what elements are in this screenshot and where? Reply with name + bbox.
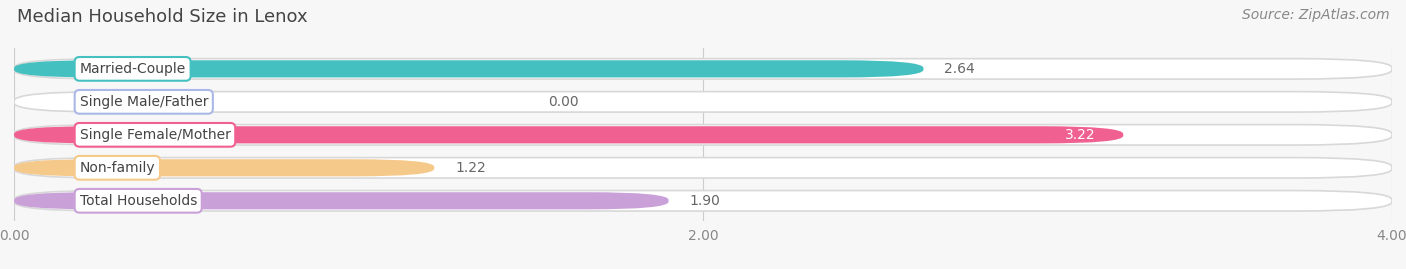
- FancyBboxPatch shape: [14, 159, 434, 176]
- FancyBboxPatch shape: [14, 126, 1123, 143]
- FancyBboxPatch shape: [14, 158, 1392, 178]
- FancyBboxPatch shape: [14, 125, 1392, 145]
- FancyBboxPatch shape: [14, 190, 1392, 211]
- Text: 2.64: 2.64: [945, 62, 974, 76]
- Text: Single Female/Mother: Single Female/Mother: [80, 128, 231, 142]
- Text: Married-Couple: Married-Couple: [80, 62, 186, 76]
- FancyBboxPatch shape: [14, 192, 669, 209]
- Text: Non-family: Non-family: [80, 161, 155, 175]
- Text: 0.00: 0.00: [548, 95, 579, 109]
- Text: 3.22: 3.22: [1066, 128, 1095, 142]
- Text: 1.22: 1.22: [456, 161, 485, 175]
- FancyBboxPatch shape: [14, 59, 1392, 79]
- FancyBboxPatch shape: [14, 60, 924, 77]
- Text: Median Household Size in Lenox: Median Household Size in Lenox: [17, 8, 308, 26]
- Text: Total Households: Total Households: [80, 194, 197, 208]
- Text: Single Male/Father: Single Male/Father: [80, 95, 208, 109]
- Text: 1.90: 1.90: [689, 194, 720, 208]
- Text: Source: ZipAtlas.com: Source: ZipAtlas.com: [1241, 8, 1389, 22]
- FancyBboxPatch shape: [14, 92, 1392, 112]
